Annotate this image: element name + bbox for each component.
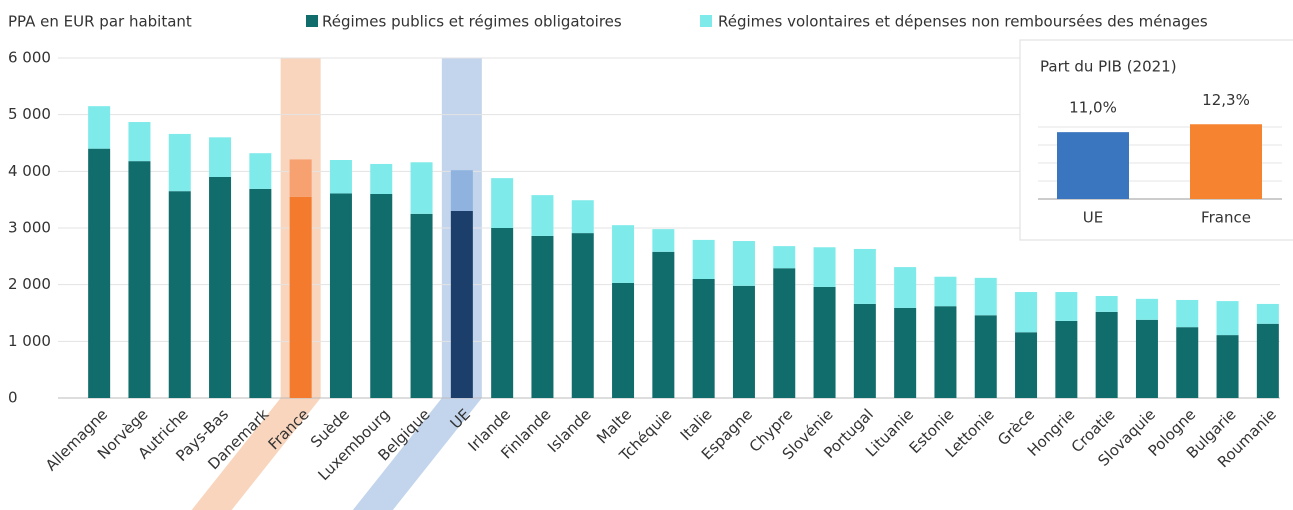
bar-segment — [813, 286, 836, 398]
bar-segment — [128, 161, 151, 398]
bar-segment — [531, 235, 554, 398]
bar-segment — [732, 241, 755, 286]
bar-segment — [370, 194, 393, 398]
bar-segment — [289, 196, 312, 398]
bar-segment — [1095, 311, 1118, 398]
bar-segment — [329, 193, 352, 398]
legend-swatch — [700, 15, 712, 27]
bar-segment — [773, 246, 796, 269]
bar-segment — [88, 106, 111, 149]
bar-segment — [692, 239, 715, 279]
y-tick-label: 5 000 — [8, 105, 51, 123]
value-label: 11,0% — [1069, 99, 1117, 117]
y-tick-label: 2 000 — [8, 275, 51, 293]
bar-segment — [1176, 299, 1199, 328]
bar-segment — [1015, 332, 1038, 398]
bar-segment — [1055, 292, 1078, 321]
bar-segment — [652, 251, 675, 398]
bar-segment — [249, 188, 272, 398]
x-tick-label: Allemagne — [42, 405, 111, 474]
y-axis-label: PPA en EUR par habitant — [8, 13, 192, 31]
bar-segment — [1256, 303, 1279, 324]
bar-segment — [491, 228, 514, 398]
bar-segment — [450, 170, 473, 211]
bar-segment — [168, 133, 191, 192]
value-label: 12,3% — [1202, 91, 1250, 109]
bar-segment — [1256, 323, 1279, 398]
bar-segment — [1095, 296, 1118, 312]
bar-segment — [571, 200, 594, 234]
bar-segment — [1135, 319, 1158, 398]
bar-segment — [853, 248, 876, 304]
bar-segment — [813, 247, 836, 287]
bar-segment — [88, 148, 111, 398]
bar-segment — [853, 303, 876, 398]
x-tick-label: Islande — [544, 405, 595, 456]
bar-segment — [329, 160, 352, 194]
bar — [1057, 132, 1129, 199]
inset-title: Part du PIB (2021) — [1040, 58, 1177, 76]
bar-segment — [1176, 327, 1199, 398]
x-tick-label: UE — [1083, 209, 1103, 227]
bar-segment — [1135, 298, 1158, 320]
bar-segment — [289, 159, 312, 197]
bar-segment — [410, 162, 433, 214]
bar-segment — [1055, 320, 1078, 398]
bar-segment — [732, 285, 755, 398]
bar-segment — [1015, 292, 1038, 333]
y-tick-label: 6 000 — [8, 49, 51, 67]
legend-label: Régimes volontaires et dépenses non remb… — [718, 13, 1208, 31]
x-tick-label: France — [1201, 209, 1251, 227]
bar-segment — [652, 229, 675, 252]
legend-label: Régimes publics et régimes obligatoires — [322, 13, 622, 31]
bar-segment — [450, 211, 473, 398]
bar-segment — [894, 267, 917, 308]
y-tick-label: 3 000 — [8, 219, 51, 237]
bar-segment — [974, 315, 997, 398]
bar-segment — [934, 306, 957, 398]
bar-segment — [1216, 335, 1239, 398]
bar-segment — [773, 268, 796, 398]
bar-segment — [1216, 301, 1239, 336]
bar-segment — [974, 277, 997, 316]
bar-segment — [491, 178, 514, 228]
bar-segment — [571, 233, 594, 398]
bar-segment — [209, 137, 232, 177]
y-tick-label: 0 — [8, 389, 18, 407]
bar-segment — [410, 213, 433, 398]
bar-segment — [249, 153, 272, 189]
bar-segment — [934, 276, 957, 307]
y-tick-label: 1 000 — [8, 332, 51, 350]
legend-swatch — [306, 15, 318, 27]
bar-segment — [531, 195, 554, 236]
bar-segment — [692, 279, 715, 398]
bar-segment — [209, 177, 232, 398]
bar-segment — [370, 163, 393, 194]
bar-segment — [168, 191, 191, 398]
y-tick-label: 4 000 — [8, 162, 51, 180]
bar-segment — [128, 122, 151, 162]
bar-segment — [612, 282, 635, 398]
bar-segment — [894, 307, 917, 398]
bar-segment — [612, 225, 635, 283]
bar — [1190, 124, 1262, 199]
